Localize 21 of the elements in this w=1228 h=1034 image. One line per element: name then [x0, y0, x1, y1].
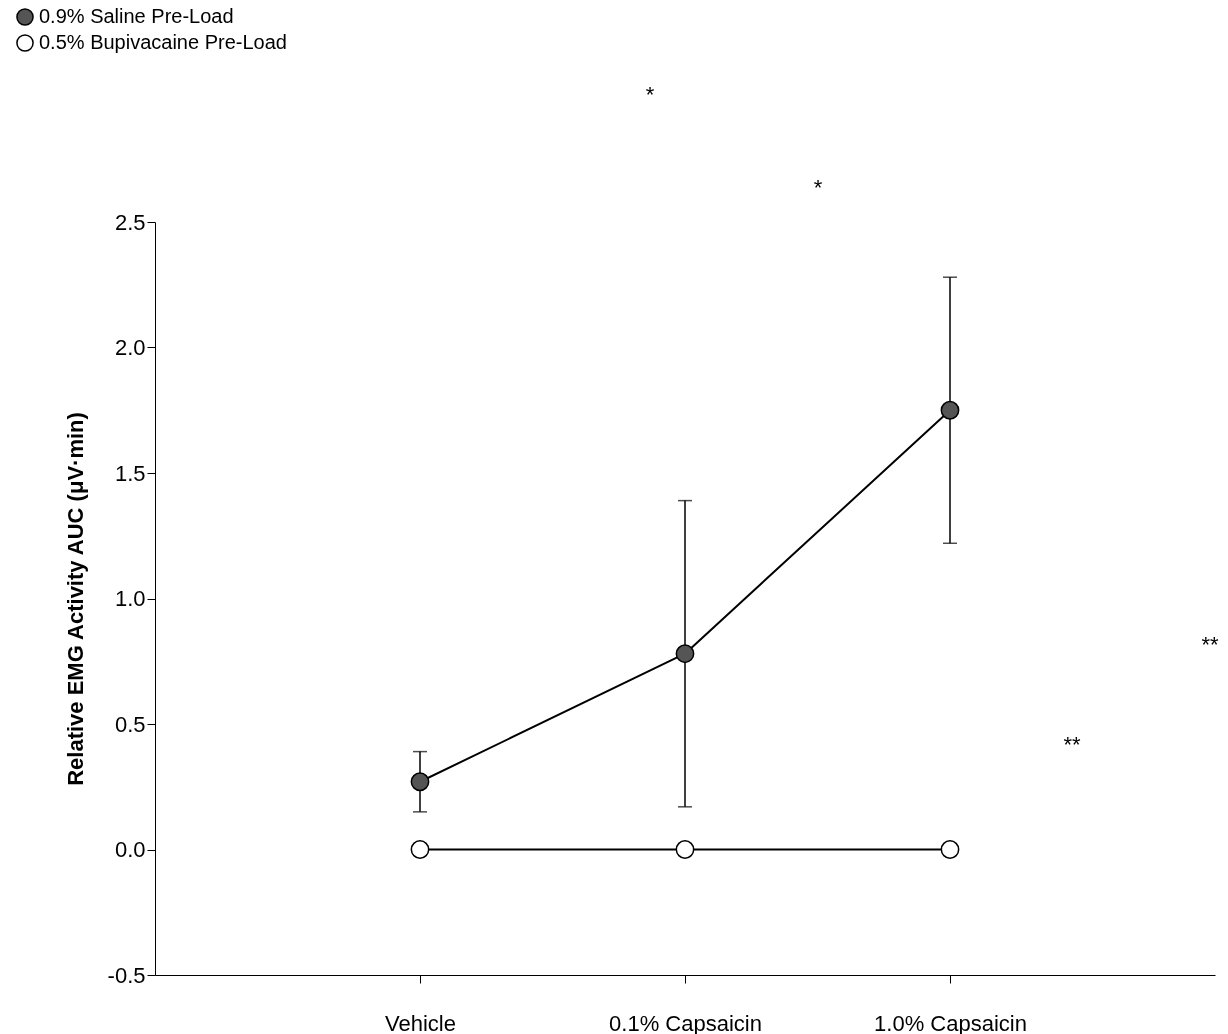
annotation: **: [1063, 732, 1081, 757]
x-tick-label: Vehicle: [385, 1010, 456, 1034]
point: [940, 400, 960, 420]
legend-label: 0.9% Saline Pre-Load: [39, 5, 234, 27]
y-tick-label: 1.5: [114, 460, 146, 486]
y-tick-label: 0.0: [114, 837, 146, 862]
annotation: **: [1201, 632, 1219, 657]
y-tick-label: 0.5: [114, 711, 146, 737]
point: [940, 840, 960, 859]
y-tick-label: 2.0: [114, 335, 146, 360]
point: [675, 644, 695, 664]
text: *: [645, 82, 655, 107]
legend-label: 0.5% Bupivacaine Pre-Load: [39, 31, 287, 53]
y-tick-label: 2.5: [114, 209, 146, 235]
y-axis-title: Relative EMG Activity AUC (μV·min): [62, 412, 88, 786]
point: [410, 772, 430, 792]
point: [410, 840, 430, 859]
y-tick-label: 1.0: [114, 586, 146, 611]
point: [675, 840, 695, 859]
y-tick-label: -0.5: [107, 962, 146, 988]
text: *: [813, 175, 823, 200]
